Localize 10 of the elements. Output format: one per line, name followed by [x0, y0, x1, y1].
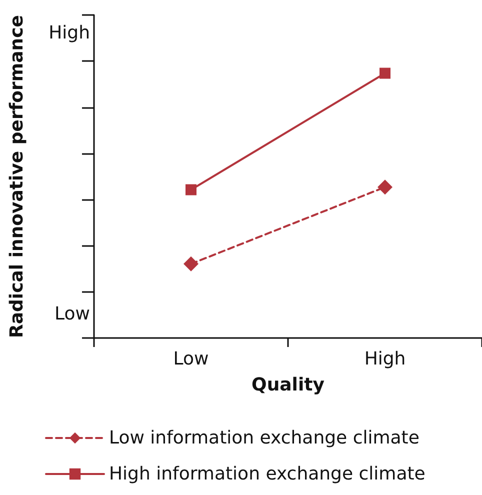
y-axis-title: Radical innovative performance [6, 15, 28, 338]
point [184, 256, 198, 272]
legend-label: Low information exchange climate [109, 428, 420, 448]
text: Low [54, 304, 90, 324]
point [380, 68, 390, 79]
text: High [48, 22, 90, 44]
point [186, 184, 196, 196]
point [378, 180, 392, 195]
legend-label: High information exchange climate [109, 464, 426, 484]
x-axis-title: Quality [252, 374, 325, 396]
